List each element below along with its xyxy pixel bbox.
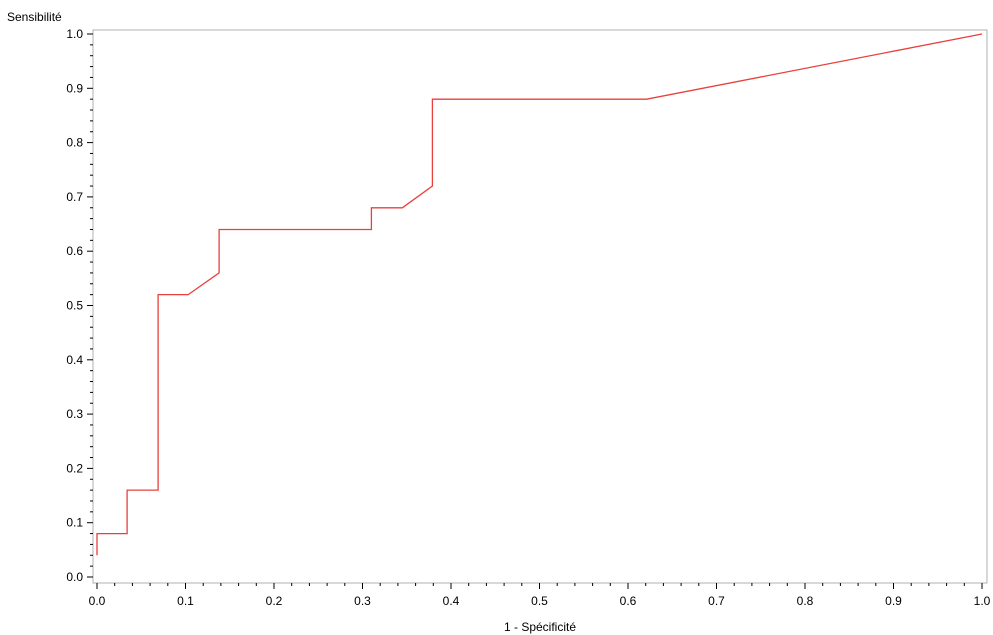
y-axis-label: Sensibilité <box>7 10 62 24</box>
y-axis: 0.0 0.1 0.2 0.3 0.4 0.5 0.6 0.7 0.8 0.9 1.0 <box>66 27 93 584</box>
plot-frame <box>92 29 988 584</box>
x-tick-label: 0.3 <box>354 594 371 608</box>
x-tick-label: 0.0 <box>89 594 106 608</box>
x-tick-label: 0.9 <box>885 594 902 608</box>
x-tick-label: 0.7 <box>708 594 725 608</box>
y-tick-label: 0.3 <box>66 407 83 421</box>
y-tick-label: 0.5 <box>66 299 83 313</box>
x-axis: 0.0 0.1 0.2 0.3 0.4 0.5 0.6 0.7 0.8 0.9 1.0 <box>89 583 991 608</box>
x-axis-label: 1 - Spécificité <box>504 620 576 634</box>
y-tick-label: 1.0 <box>66 27 83 41</box>
y-tick-label: 0.4 <box>66 353 83 367</box>
y-tick-label: 0.6 <box>66 244 83 258</box>
y-tick-label: 0.0 <box>66 570 83 584</box>
series-layer <box>96 33 983 556</box>
x-tick-label: 0.5 <box>531 594 548 608</box>
x-tick-label: 0.4 <box>443 594 460 608</box>
x-tick-label: 0.6 <box>620 594 637 608</box>
y-tick-label: 0.9 <box>66 81 83 95</box>
x-tick-label: 0.1 <box>177 594 194 608</box>
roc-curve <box>96 33 983 556</box>
x-tick-label: 0.8 <box>797 594 814 608</box>
y-tick-label: 0.1 <box>66 516 83 530</box>
x-tick-label: 0.2 <box>266 594 283 608</box>
y-tick-label: 0.7 <box>66 190 83 204</box>
x-tick-label: 1.0 <box>974 594 991 608</box>
y-tick-label: 0.8 <box>66 136 83 150</box>
y-tick-label: 0.2 <box>66 461 83 475</box>
